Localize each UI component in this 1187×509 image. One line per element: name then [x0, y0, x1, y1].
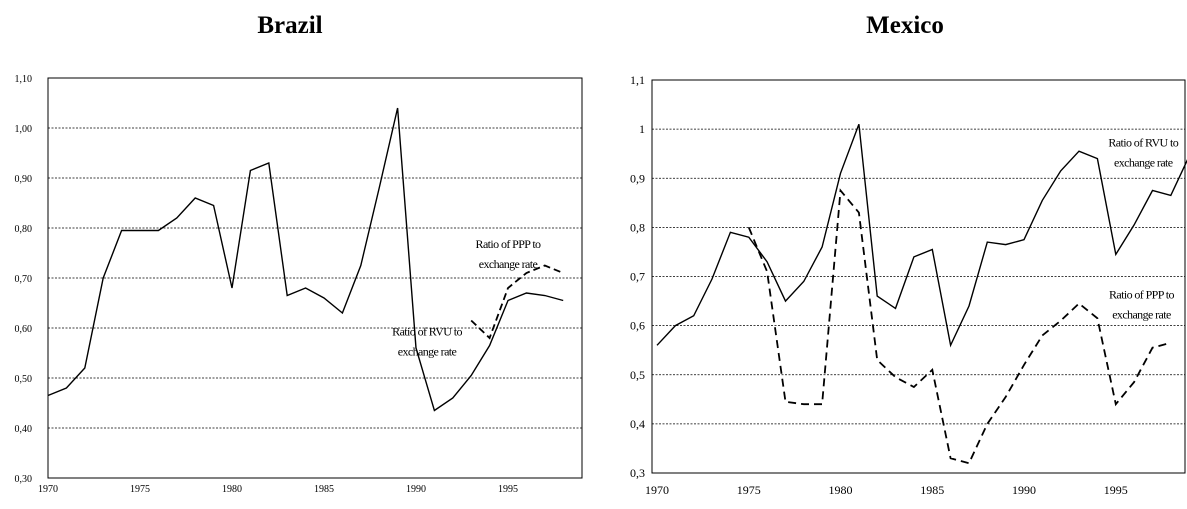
x-tick-label-mexico: 1985 [920, 483, 944, 497]
x-tick-label-mexico: 1975 [737, 483, 761, 497]
x-tick-label-mexico: 1995 [1104, 483, 1128, 497]
y-tick-label-mexico: 0,7 [630, 270, 645, 284]
annotation-label-brazil: exchange rate [398, 345, 457, 359]
annotation-label-brazil: Ratio of PPP to [476, 237, 542, 251]
annotation-label-mexico: Ratio of PPP to [1109, 288, 1175, 302]
annotation-label-mexico: Ratio of RVU to [1108, 135, 1178, 149]
y-tick-label-mexico: 1,1 [630, 73, 645, 87]
y-tick-label-mexico: 0,9 [630, 171, 645, 185]
series-line-brazil-rvu [47, 107, 564, 412]
y-tick-label-brazil: 0,80 [15, 224, 33, 235]
annotation-label-brazil: Ratio of RVU to [392, 325, 462, 339]
y-tick-label-brazil: 0,90 [15, 174, 33, 185]
annotation-label-brazil: exchange rate [479, 257, 538, 271]
y-tick-label-brazil: 0,30 [15, 474, 33, 485]
x-tick-label-brazil: 1990 [406, 484, 426, 495]
annotation-label-mexico: exchange rate [1114, 155, 1173, 169]
x-tick-label-brazil: 1995 [498, 484, 518, 495]
x-tick-label-mexico: 1990 [1012, 483, 1036, 497]
y-tick-label-brazil: 1,10 [15, 74, 33, 85]
y-tick-label-brazil: 0,40 [15, 424, 33, 435]
chart-title-mexico: Mexico [866, 12, 944, 39]
x-tick-label-mexico: 1980 [829, 483, 853, 497]
x-tick-label-brazil: 1975 [130, 484, 150, 495]
y-tick-label-brazil: 0,60 [15, 324, 33, 335]
y-tick-label-brazil: 0,70 [15, 274, 33, 285]
series-line-brazil-ppp [470, 264, 564, 340]
annotation-label-mexico: exchange rate [1112, 308, 1171, 322]
y-tick-label-brazil: 0,50 [15, 374, 33, 385]
x-tick-label-brazil: 1980 [222, 484, 242, 495]
y-tick-label-mexico: 0,6 [630, 319, 645, 333]
y-tick-label-mexico: 0,8 [630, 220, 645, 234]
x-tick-label-mexico: 1970 [645, 483, 669, 497]
series-line-mexico-rvu [656, 123, 1187, 348]
chart-title-brazil: Brazil [257, 12, 323, 39]
y-tick-label-mexico: 0,3 [630, 466, 645, 480]
series-line-mexico-ppp [747, 188, 1172, 465]
y-tick-label-mexico: 0,4 [630, 417, 645, 431]
x-tick-label-brazil: 1985 [314, 484, 334, 495]
x-tick-label-brazil: 1970 [38, 484, 58, 495]
y-tick-label-mexico: 0,5 [630, 368, 645, 382]
y-tick-label-brazil: 1,00 [15, 124, 33, 135]
y-tick-label-mexico: 1 [639, 122, 645, 136]
